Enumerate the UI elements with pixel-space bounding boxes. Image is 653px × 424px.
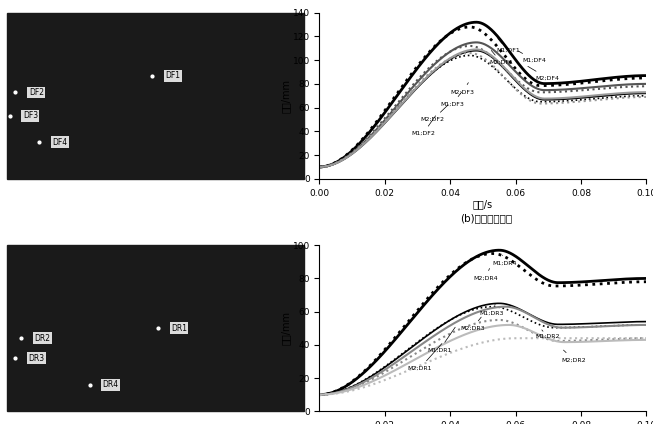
Text: DR4: DR4 <box>103 380 119 389</box>
Text: DF4: DF4 <box>52 138 68 147</box>
Text: M1;DF4: M1;DF4 <box>518 51 546 63</box>
Text: M2;DR1: M2;DR1 <box>407 343 442 371</box>
Text: M1;DF3: M1;DF3 <box>440 92 464 106</box>
Text: M1;DR4: M1;DR4 <box>493 255 517 266</box>
Text: M1;DR1: M1;DR1 <box>427 327 455 352</box>
Text: M2;DR4: M2;DR4 <box>473 268 498 281</box>
Text: DF1: DF1 <box>165 71 180 80</box>
Text: M1;DF2: M1;DF2 <box>411 116 436 136</box>
Text: DR2: DR2 <box>34 334 50 343</box>
Text: M2;DF2: M2;DF2 <box>421 105 448 122</box>
Text: M2;DR2: M2;DR2 <box>562 350 586 362</box>
Text: (b)前車門侵入量: (b)前車門侵入量 <box>460 213 513 223</box>
Text: M2;DF3: M2;DF3 <box>451 83 474 95</box>
Text: DF2: DF2 <box>29 88 44 97</box>
Text: M2;DF1: M2;DF1 <box>490 50 513 65</box>
Y-axis label: 位移/mm: 位移/mm <box>281 311 291 345</box>
Text: M1;DR3: M1;DR3 <box>480 304 504 316</box>
Text: M2;DF4: M2;DF4 <box>528 66 559 81</box>
X-axis label: 時間/s: 時間/s <box>473 199 493 209</box>
Text: M1;DF1: M1;DF1 <box>496 39 520 53</box>
Text: DR1: DR1 <box>171 324 187 333</box>
Text: M2;DR3: M2;DR3 <box>460 317 485 331</box>
Text: M1;DR2: M1;DR2 <box>535 330 560 339</box>
Text: DR3: DR3 <box>28 354 44 363</box>
Y-axis label: 位移/mm: 位移/mm <box>281 79 291 113</box>
Text: DF3: DF3 <box>23 111 38 120</box>
